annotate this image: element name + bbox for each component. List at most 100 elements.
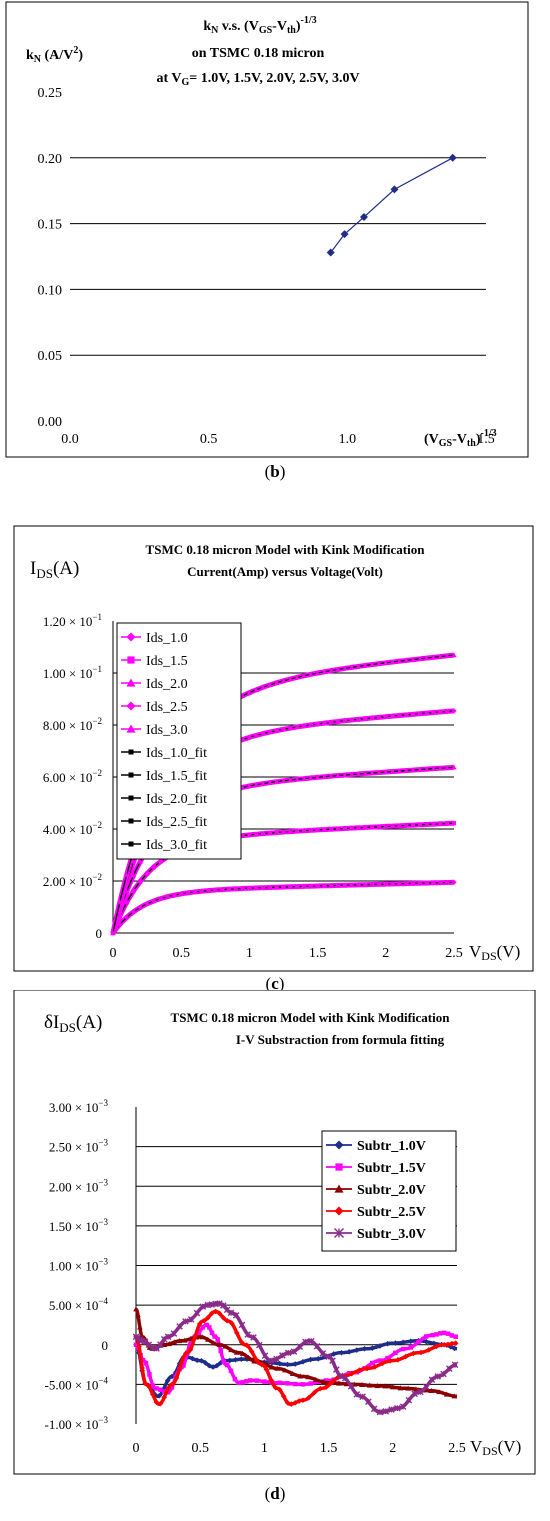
data-point bbox=[185, 890, 191, 896]
data-point bbox=[117, 921, 123, 927]
data-point bbox=[362, 770, 368, 776]
data-point bbox=[410, 880, 416, 886]
data-point bbox=[216, 1300, 223, 1307]
data-point bbox=[157, 1400, 164, 1407]
legend-marker bbox=[126, 701, 136, 711]
data-point bbox=[444, 765, 450, 770]
data-point bbox=[215, 1337, 220, 1342]
data-point bbox=[138, 879, 143, 884]
data-point bbox=[340, 230, 349, 239]
data-point bbox=[260, 731, 266, 737]
data-point bbox=[402, 1353, 409, 1360]
data-point bbox=[317, 1385, 324, 1392]
chart-title-line-1: kN v.s. (VGS-Vth)-1/3 bbox=[203, 15, 316, 36]
data-point bbox=[272, 1384, 279, 1391]
data-point bbox=[151, 864, 156, 870]
data-point bbox=[176, 1338, 183, 1344]
data-point bbox=[218, 1348, 223, 1353]
x-axis-label: VDS(V) bbox=[469, 942, 520, 963]
data-point bbox=[267, 682, 273, 687]
data-point bbox=[130, 872, 137, 878]
data-point bbox=[301, 883, 307, 889]
data-point bbox=[385, 1355, 390, 1361]
data-point bbox=[342, 826, 347, 831]
data-point bbox=[158, 896, 164, 902]
data-point bbox=[250, 1334, 257, 1341]
y-tick-label: 0.25 bbox=[38, 86, 63, 101]
data-point bbox=[267, 830, 272, 836]
data-point bbox=[238, 1321, 246, 1329]
y-axis-label: δIDS(A) bbox=[44, 1012, 102, 1035]
data-point bbox=[117, 899, 123, 905]
data-point bbox=[287, 676, 293, 682]
data-point bbox=[224, 1362, 230, 1368]
data-point bbox=[214, 1362, 220, 1369]
data-point bbox=[400, 1346, 406, 1352]
data-point bbox=[194, 1357, 200, 1364]
data-point bbox=[400, 1339, 406, 1346]
data-point bbox=[443, 1391, 450, 1397]
data-point bbox=[417, 711, 423, 717]
data-point bbox=[157, 1341, 164, 1348]
data-point bbox=[356, 1367, 363, 1373]
data-point bbox=[246, 690, 252, 695]
data-point bbox=[354, 1347, 360, 1353]
x-tick-label: 0 bbox=[110, 946, 117, 961]
data-point bbox=[383, 824, 388, 829]
data-point bbox=[403, 880, 409, 887]
data-point bbox=[267, 780, 273, 785]
x-tick-label: 1.5 bbox=[320, 1441, 338, 1456]
data-point bbox=[232, 1357, 239, 1363]
data-point bbox=[262, 1379, 267, 1384]
data-point bbox=[273, 1355, 280, 1363]
data-point bbox=[308, 775, 314, 781]
data-point bbox=[133, 1306, 139, 1312]
data-point bbox=[277, 1380, 283, 1386]
data-point bbox=[280, 678, 287, 683]
y-tick-label: 0.10 bbox=[38, 283, 63, 298]
data-point bbox=[277, 1360, 283, 1367]
data-point bbox=[260, 781, 266, 786]
legend-entry: Ids_2.0 bbox=[146, 677, 188, 692]
data-point bbox=[143, 1361, 149, 1366]
data-point bbox=[315, 774, 321, 780]
data-point bbox=[246, 885, 252, 891]
data-point bbox=[359, 213, 368, 222]
data-point bbox=[424, 766, 430, 772]
data-point bbox=[268, 1364, 275, 1370]
data-point bbox=[349, 882, 355, 888]
data-point bbox=[448, 153, 457, 162]
data-point bbox=[236, 1380, 241, 1386]
data-point bbox=[284, 1361, 291, 1368]
data-point bbox=[343, 1381, 350, 1387]
y-tick-label: 0.15 bbox=[38, 218, 63, 233]
data-point bbox=[315, 670, 321, 676]
chart-panel-c: 0 2.00 × 10−2 4.00 × 10−2 6.00 × 10−2 8.00 ×… bbox=[0, 510, 550, 975]
data-point bbox=[294, 724, 300, 730]
legend: Subtr_1.0V Subtr_1.5V Subtr_2.0V Subtr_2.5V… bbox=[321, 1130, 457, 1252]
data-point bbox=[161, 1394, 168, 1401]
data-point bbox=[330, 1351, 337, 1357]
data-point bbox=[451, 652, 457, 658]
data-point bbox=[390, 185, 399, 194]
data-point bbox=[384, 1340, 391, 1347]
x-tick-label: 1 bbox=[246, 946, 253, 961]
legend-entry: Subtr_1.0V bbox=[357, 1139, 426, 1154]
chart-title-line-1: TSMC 0.18 micron Model with Kink Modific… bbox=[171, 1010, 451, 1025]
data-point bbox=[315, 721, 321, 727]
data-point bbox=[372, 1364, 378, 1370]
data-point bbox=[140, 1357, 146, 1363]
data-point bbox=[376, 661, 382, 666]
data-point bbox=[390, 659, 396, 665]
data-point bbox=[342, 665, 348, 671]
x-tick-label: 0 bbox=[133, 1441, 140, 1456]
data-point bbox=[335, 882, 341, 889]
y-tick-label: 2.50 × 10−3 bbox=[49, 1138, 109, 1155]
data-point bbox=[142, 1380, 149, 1387]
data-point bbox=[434, 1373, 442, 1380]
data-point bbox=[205, 887, 212, 894]
data-point bbox=[137, 1324, 143, 1330]
data-point bbox=[370, 1360, 375, 1366]
data-point bbox=[201, 1317, 207, 1324]
data-point bbox=[369, 661, 375, 667]
